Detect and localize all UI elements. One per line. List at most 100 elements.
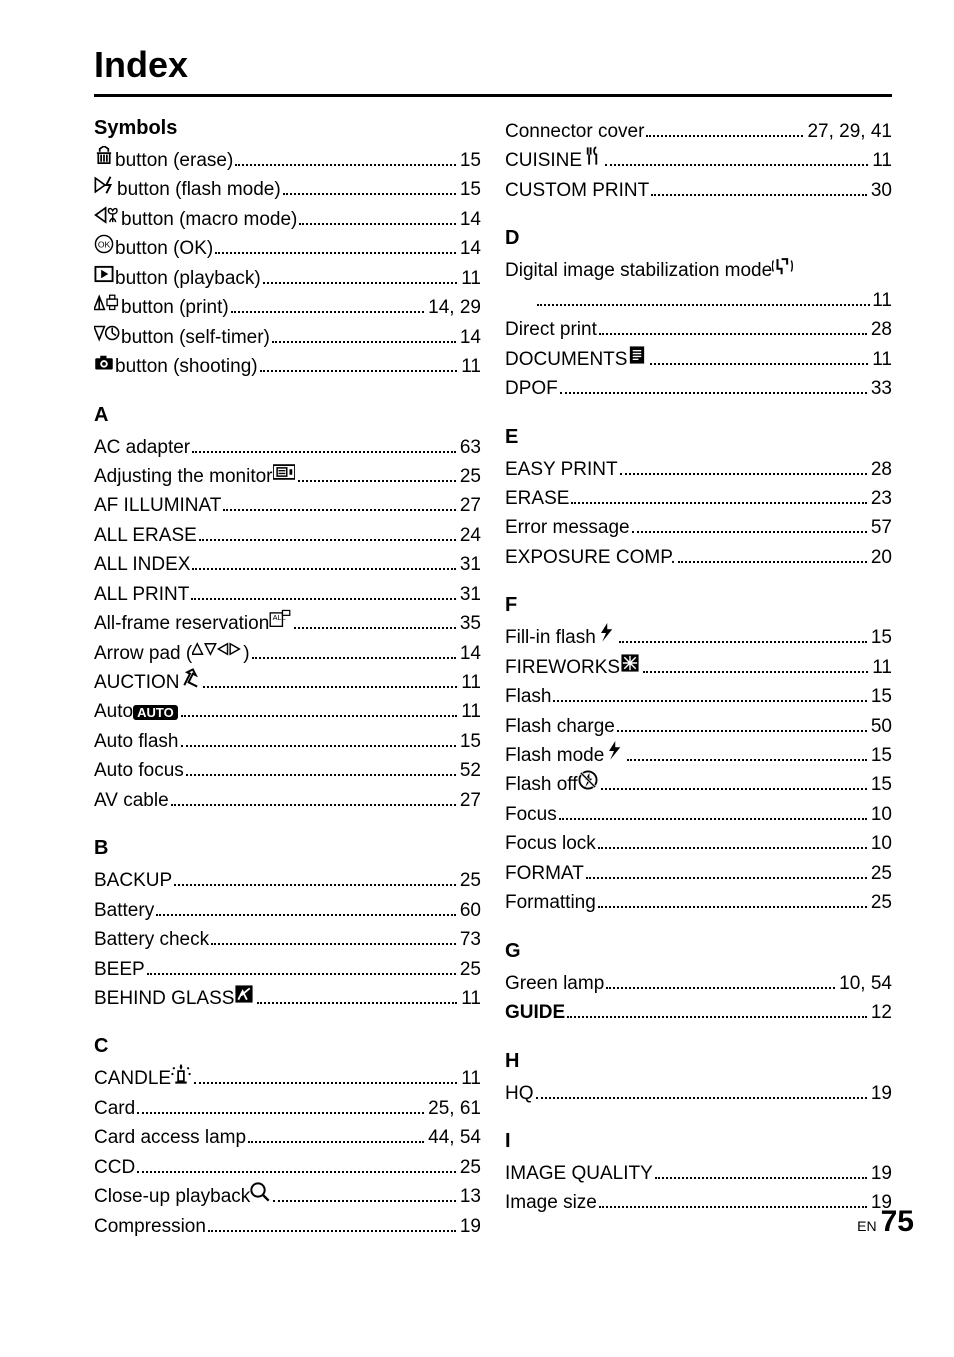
page-lang: EN xyxy=(857,1218,876,1234)
index-entry: Compression19 xyxy=(94,1212,481,1241)
index-entry: BACKUP25 xyxy=(94,866,481,895)
auto-icon: AUTO xyxy=(133,705,178,720)
entry-page: 14 xyxy=(458,205,481,234)
index-entry: ERASE23 xyxy=(505,484,892,513)
entry-leader xyxy=(559,818,867,820)
index-entry: Formatting 25 xyxy=(505,888,892,917)
entry-label: Battery xyxy=(94,896,154,925)
auction-icon xyxy=(180,668,200,688)
entry-page: 14, 29 xyxy=(426,293,481,322)
entry-label: IMAGE QUALITY xyxy=(505,1159,653,1188)
entry-label: EASY PRINT xyxy=(505,455,618,484)
entry-label: AUCTION xyxy=(94,668,201,697)
entry-label: Image size xyxy=(505,1188,597,1217)
cuisine-icon xyxy=(582,146,602,166)
entry-label: Close-up playback xyxy=(94,1182,271,1211)
entry-page: 57 xyxy=(869,513,892,542)
entry-label: HQ xyxy=(505,1079,534,1108)
entry-leader xyxy=(617,730,867,732)
index-entry: ALL ERASE24 xyxy=(94,521,481,550)
index-columns: Symbols button (erase)15 button (flash m… xyxy=(94,117,892,1241)
entry-leader xyxy=(646,135,803,137)
entry-label: GUIDE xyxy=(505,998,565,1027)
index-entry: button (shooting)11 xyxy=(94,352,481,381)
entry-label: FORMAT xyxy=(505,859,584,888)
entry-page: 15 xyxy=(869,770,892,799)
entry-label: Compression xyxy=(94,1212,206,1241)
entry-page: 15 xyxy=(869,741,892,770)
entry-page: 52 xyxy=(458,756,481,785)
index-entry: Arrow pad ()14 xyxy=(94,639,481,668)
index-entry: BEHIND GLASS 11 xyxy=(94,984,481,1013)
index-entry: Auto flash15 xyxy=(94,727,481,756)
index-entry: EXPOSURE COMP.20 xyxy=(505,543,892,572)
index-entry: Battery 60 xyxy=(94,896,481,925)
dis-icon xyxy=(772,256,794,276)
index-entry: Card access lamp44, 54 xyxy=(94,1123,481,1152)
index-entry: button (self-timer)14 xyxy=(94,323,481,352)
entry-page: 11 xyxy=(872,286,892,315)
index-entry: Focus10 xyxy=(505,800,892,829)
entry-page: 11 xyxy=(459,984,481,1013)
entry-label: Formatting xyxy=(505,888,596,917)
entry-leader xyxy=(586,877,867,879)
section-heading: I xyxy=(505,1130,892,1153)
entry-page: 11 xyxy=(459,697,481,726)
entry-page: 10 xyxy=(869,800,892,829)
candle-icon xyxy=(171,1064,191,1084)
entry-page: 12 xyxy=(869,998,892,1027)
entry-label: ALL PRINT xyxy=(94,580,189,609)
flashoff-icon xyxy=(578,770,598,790)
entry-label: Fill-in flash xyxy=(505,623,617,652)
entry-page: 25 xyxy=(869,859,892,888)
entry-label: Connector cover xyxy=(505,117,644,146)
entry-page: 25 xyxy=(458,866,481,895)
index-entry: Green lamp10, 54 xyxy=(505,969,892,998)
section-heading: B xyxy=(94,837,481,860)
entry-leader xyxy=(248,1141,424,1143)
flashmode-icon xyxy=(94,175,116,195)
entry-page: 14 xyxy=(458,639,481,668)
index-entry: AUCTION 11 xyxy=(94,668,481,697)
section-heading: E xyxy=(505,426,892,449)
index-entry: Flash mode 15 xyxy=(505,741,892,770)
entry-page: 31 xyxy=(458,550,481,579)
entry-page: 11 xyxy=(459,264,481,293)
entry-page: 60 xyxy=(458,896,481,925)
entry-leader xyxy=(273,1200,456,1202)
arrowpad-icon xyxy=(192,639,242,659)
entry-page: 27 xyxy=(458,786,481,815)
entry-leader xyxy=(598,847,867,849)
index-entry: Connector cover27, 29, 41 xyxy=(505,117,892,146)
entry-page: 11 xyxy=(870,146,892,175)
entry-page: 15 xyxy=(458,146,481,175)
entry-leader xyxy=(215,252,456,254)
index-entry: CANDLE 11 xyxy=(94,1064,481,1093)
index-entry: Direct print28 xyxy=(505,315,892,344)
index-entry: DOCUMENTS 11 xyxy=(505,345,892,374)
entry-label: Green lamp xyxy=(505,969,604,998)
index-entry: Fill-in flash 15 xyxy=(505,623,892,652)
entry-page: 25 xyxy=(869,888,892,917)
entry-label: button (print) xyxy=(94,293,229,322)
playback-icon xyxy=(94,264,114,284)
entry-leader xyxy=(632,531,867,533)
entry-page: 11 xyxy=(870,653,892,682)
entry-label: AV cable xyxy=(94,786,169,815)
entry-label: AC adapter xyxy=(94,433,190,462)
entry-leader xyxy=(627,759,867,761)
selftimer-icon xyxy=(94,323,120,343)
entry-page: 24 xyxy=(458,521,481,550)
entry-leader xyxy=(619,641,867,643)
entry-label: All-frame reservation xyxy=(94,609,292,638)
index-entry: Card25, 61 xyxy=(94,1094,481,1123)
print-icon xyxy=(94,293,120,313)
entry-leader xyxy=(536,1097,867,1099)
index-entry: AF ILLUMINAT27 xyxy=(94,491,481,520)
entry-page: 15 xyxy=(869,682,892,711)
magnify-icon xyxy=(250,1182,270,1202)
entry-page: 31 xyxy=(458,580,481,609)
entry-leader xyxy=(263,282,458,284)
entry-label: DOCUMENTS xyxy=(505,345,648,374)
entry-leader xyxy=(651,194,867,196)
